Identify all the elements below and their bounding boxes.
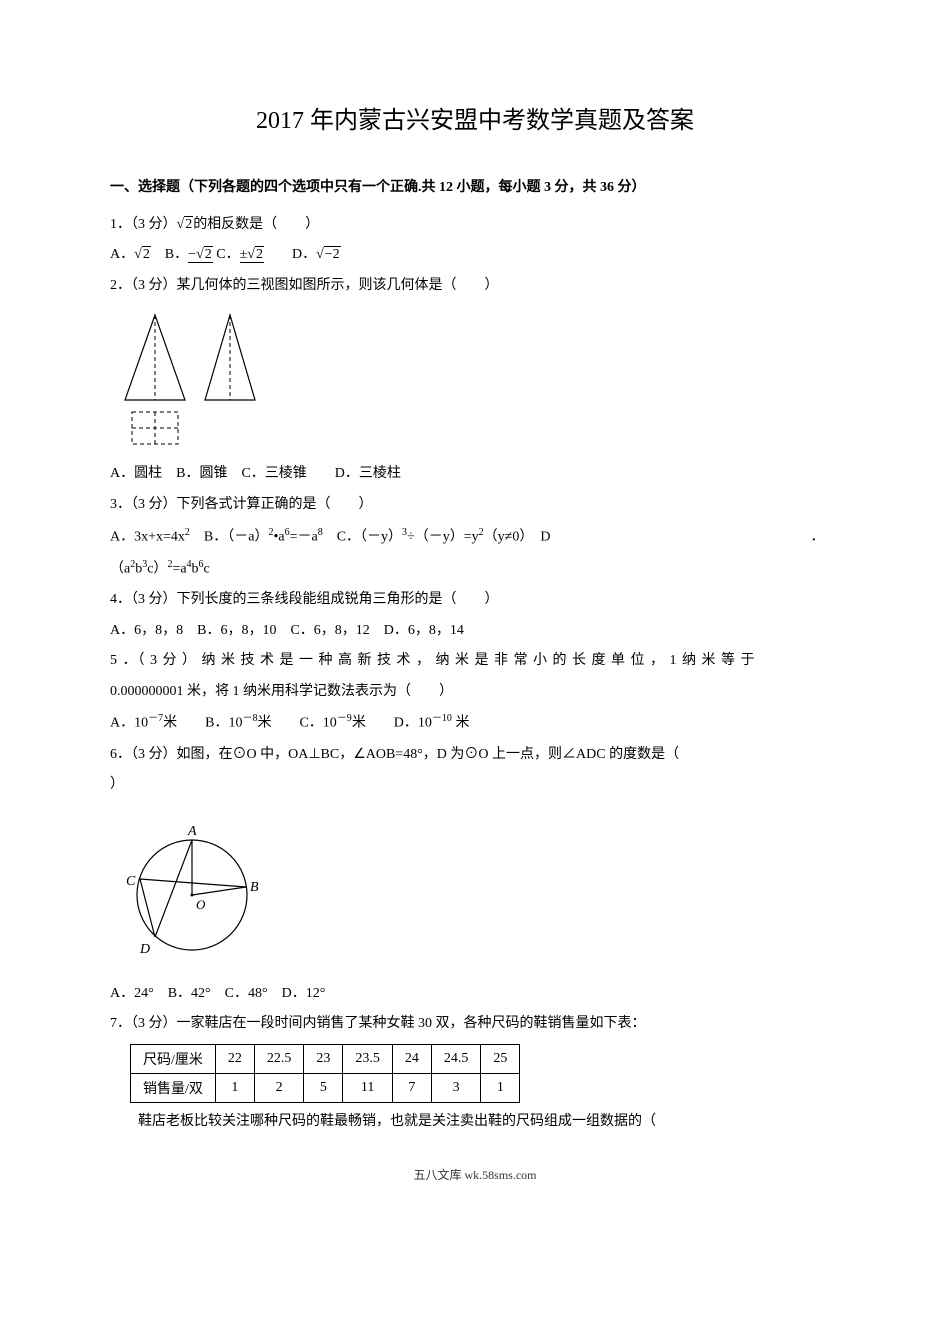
- q5-options: A．10－7米 B．10－8米 C．10－9米 D．10－10 米: [110, 709, 840, 737]
- question-5-line2: 0.000000001 米，将 1 纳米用科学记数法表示为（ ）: [110, 679, 840, 706]
- page-container: 2017 年内蒙古兴安盟中考数学真题及答案 一、选择题（下列各题的四个选项中只有…: [0, 0, 950, 1223]
- circle-svg: O A B C D: [110, 805, 280, 970]
- table-row: 尺码/厘米 22 22.5 23 23.5 24 24.5 25: [131, 1045, 520, 1074]
- cell: 1: [215, 1074, 254, 1103]
- q4-options: A．6，8，8 B．6，8，10 C．6，8，12 D．6，8，14: [110, 618, 840, 645]
- table-row: 销售量/双 1 2 5 11 7 3 1: [131, 1074, 520, 1103]
- label-b: B: [250, 880, 259, 895]
- cell: 24.5: [431, 1045, 481, 1074]
- label-a: A: [187, 824, 197, 839]
- q3-options-line1: A．3x+x=4x2 B．（－a）2•a6=－a8 C．（－y）3÷（－y）=y…: [110, 523, 840, 551]
- question-1: 1．（3 分）2的相反数是（ ）: [110, 212, 840, 239]
- label-d: D: [139, 942, 150, 957]
- cell: 22.5: [254, 1045, 304, 1074]
- sqrt-neg-icon: −2: [316, 242, 341, 269]
- cell: 23.5: [343, 1045, 393, 1074]
- shoe-size-table: 尺码/厘米 22 22.5 23 23.5 24 24.5 25 销售量/双 1…: [130, 1044, 520, 1103]
- q1-prefix: 1．（3 分）: [110, 217, 177, 232]
- q1-options: A．2 B．−2 C．±2 D．−2: [110, 242, 840, 269]
- cell: 2: [254, 1074, 304, 1103]
- cell: 23: [304, 1045, 343, 1074]
- sqrt-icon: 2: [134, 242, 151, 269]
- cell: 1: [481, 1074, 520, 1103]
- question-7: 7．（3 分）一家鞋店在一段时间内销售了某种女鞋 30 双，各种尺码的鞋销售量如…: [110, 1011, 840, 1038]
- q3-options-line2: （a2b3c）2=a4b6c: [110, 555, 840, 583]
- neg-sqrt-icon: −2: [188, 247, 213, 263]
- cell: 25: [481, 1045, 520, 1074]
- q7-after: 鞋店老板比较关注哪种尺码的鞋最畅销，也就是关注卖出鞋的尺码组成一组数据的（: [110, 1109, 840, 1136]
- q2-options: A．圆柱 B．圆锥 C．三棱锥 D．三棱柱: [110, 461, 840, 488]
- figure-circle: O A B C D: [110, 805, 840, 975]
- cell: 22: [215, 1045, 254, 1074]
- question-5-line1: 5 ．（ 3 分 ） 纳 米 技 术 是 一 种 高 新 技 术 ， 纳 米 是…: [110, 648, 840, 675]
- cell: 24: [392, 1045, 431, 1074]
- label-o: O: [196, 897, 206, 912]
- cell-label: 销售量/双: [131, 1074, 216, 1103]
- section-header: 一、选择题（下列各题的四个选项中只有一个正确.共 12 小题，每小题 3 分，共…: [110, 175, 840, 202]
- three-views-svg: [110, 305, 290, 450]
- question-6-line1: 6．（3 分）如图，在⊙O 中，OA⊥BC，∠AOB=48°，D 为⊙O 上一点…: [110, 742, 840, 769]
- cell: 7: [392, 1074, 431, 1103]
- question-6-line2: ）: [110, 772, 840, 799]
- cell-label: 尺码/厘米: [131, 1045, 216, 1074]
- cell: 5: [304, 1074, 343, 1103]
- q6-options: A．24° B．42° C．48° D．12°: [110, 981, 840, 1008]
- cell: 3: [431, 1074, 481, 1103]
- page-title: 2017 年内蒙古兴安盟中考数学真题及答案: [110, 100, 840, 135]
- question-4: 4．（3 分）下列长度的三条线段能组成锐角三角形的是（ ）: [110, 587, 840, 614]
- label-c: C: [126, 874, 136, 889]
- pm-sqrt-icon: ±2: [240, 247, 264, 263]
- question-2: 2．（3 分）某几何体的三视图如图所示，则该几何体是（ ）: [110, 273, 840, 300]
- cell: 11: [343, 1074, 393, 1103]
- question-3: 3．（3 分）下列各式计算正确的是（ ）: [110, 492, 840, 519]
- sqrt-2-icon: 2: [177, 212, 194, 239]
- page-footer: 五八文库 wk.58sms.com: [110, 1166, 840, 1183]
- q1-text: 的相反数是（ ）: [193, 217, 319, 232]
- figure-three-views: [110, 305, 840, 455]
